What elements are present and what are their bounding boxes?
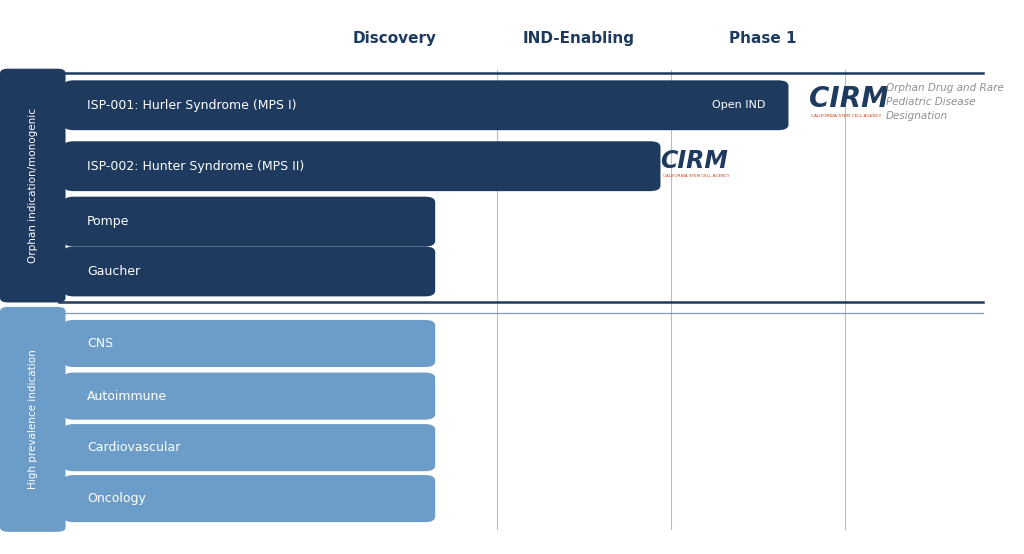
Text: Open IND: Open IND <box>712 100 765 110</box>
Text: Phase 1: Phase 1 <box>729 31 797 47</box>
FancyBboxPatch shape <box>63 141 660 191</box>
Text: Autoimmune: Autoimmune <box>87 389 167 403</box>
FancyBboxPatch shape <box>63 320 435 367</box>
Text: Orphan Drug and Rare
Pediatric Disease
Designation: Orphan Drug and Rare Pediatric Disease D… <box>886 84 1004 121</box>
Text: CIRM: CIRM <box>660 148 728 173</box>
FancyBboxPatch shape <box>63 424 435 471</box>
FancyBboxPatch shape <box>63 247 435 296</box>
Text: Pompe: Pompe <box>87 215 129 228</box>
FancyBboxPatch shape <box>0 307 66 532</box>
FancyBboxPatch shape <box>0 69 66 302</box>
FancyBboxPatch shape <box>63 475 435 522</box>
Text: Oncology: Oncology <box>87 492 145 505</box>
Text: Cardiovascular: Cardiovascular <box>87 441 180 454</box>
Text: IND-Enabling: IND-Enabling <box>522 31 635 47</box>
Text: Orphan indication/monogenic: Orphan indication/monogenic <box>28 108 38 263</box>
FancyBboxPatch shape <box>63 373 435 420</box>
Text: ISP-002: Hunter Syndrome (MPS II): ISP-002: Hunter Syndrome (MPS II) <box>87 160 304 173</box>
FancyBboxPatch shape <box>63 197 435 247</box>
Text: Gaucher: Gaucher <box>87 265 140 278</box>
Text: CALIFORNIA STEM CELL AGENCY: CALIFORNIA STEM CELL AGENCY <box>811 114 882 119</box>
Text: CNS: CNS <box>87 337 114 350</box>
Text: Discovery: Discovery <box>352 31 436 47</box>
Text: CIRM: CIRM <box>809 85 889 112</box>
FancyBboxPatch shape <box>63 80 788 130</box>
Text: High prevalence indication: High prevalence indication <box>28 350 38 489</box>
Text: CALIFORNIA STEM CELL AGENCY: CALIFORNIA STEM CELL AGENCY <box>663 174 729 178</box>
Text: ISP-001: Hurler Syndrome (MPS I): ISP-001: Hurler Syndrome (MPS I) <box>87 99 297 112</box>
